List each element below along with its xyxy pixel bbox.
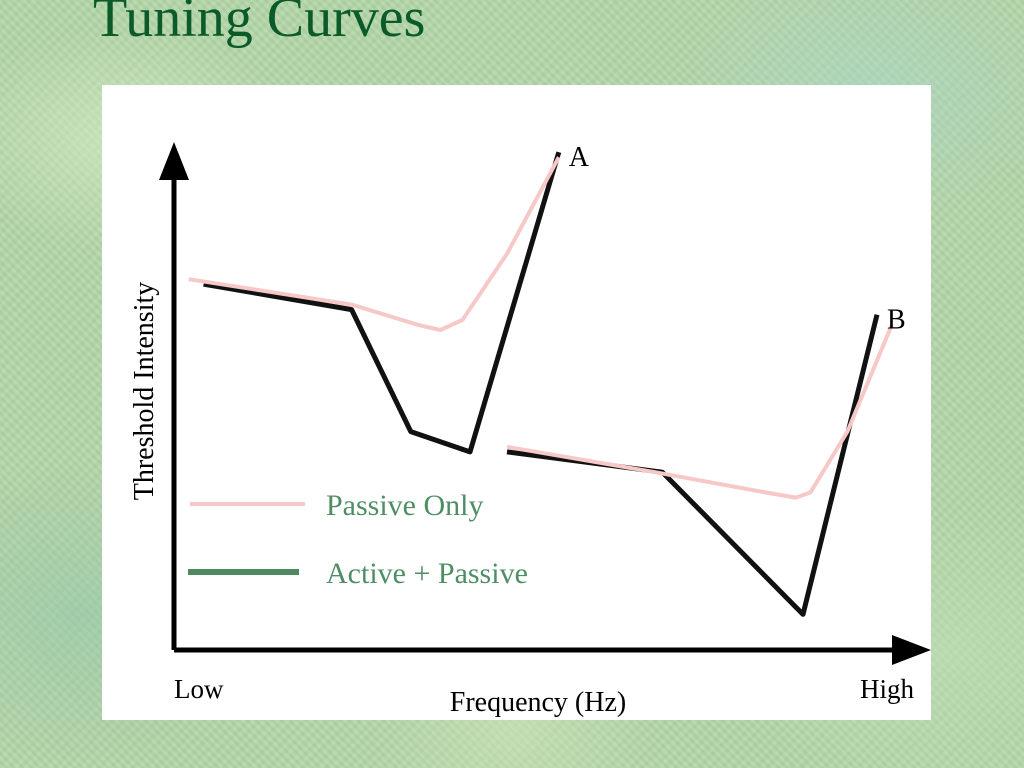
slide-title: Tuning Curves <box>93 0 426 49</box>
x-tick-label-low: Low <box>174 674 224 704</box>
x-axis-arrowhead <box>892 635 931 665</box>
y-axis-arrowhead <box>159 142 189 180</box>
tuning-curves-chart: AB Low High Frequency (Hz) Threshold Int… <box>129 142 931 718</box>
x-axis-label: Frequency (Hz) <box>450 687 626 718</box>
x-tick-label-high: High <box>860 674 915 704</box>
curve-a-passive-only-line <box>188 156 561 332</box>
legend: Passive Only Active + Passive <box>188 489 528 590</box>
curves-layer: AB <box>188 142 906 617</box>
legend-label-passive-only: Passive Only <box>326 489 484 522</box>
curve-label-b: B <box>887 305 906 336</box>
legend-label-active-passive: Active + Passive <box>326 557 528 590</box>
curve-label-a: A <box>569 142 590 173</box>
curve-b-passive-only-line <box>506 324 894 500</box>
curve-b-active-passive-line <box>506 314 880 617</box>
curve-a-active-passive-line <box>203 151 562 455</box>
y-axis-label: Threshold Intensity <box>129 282 160 501</box>
